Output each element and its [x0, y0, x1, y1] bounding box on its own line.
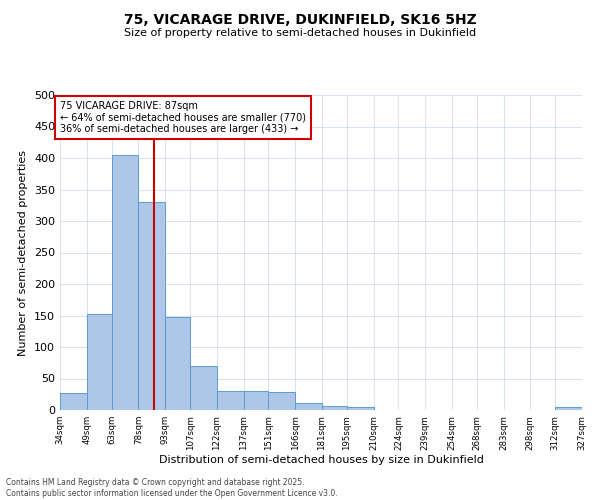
Text: 75, VICARAGE DRIVE, DUKINFIELD, SK16 5HZ: 75, VICARAGE DRIVE, DUKINFIELD, SK16 5HZ — [124, 12, 476, 26]
Bar — [87, 314, 112, 410]
Text: 75 VICARAGE DRIVE: 87sqm
← 64% of semi-detached houses are smaller (770)
36% of : 75 VICARAGE DRIVE: 87sqm ← 64% of semi-d… — [60, 102, 306, 134]
Bar — [268, 392, 295, 410]
X-axis label: Distribution of semi-detached houses by size in Dukinfield: Distribution of semi-detached houses by … — [158, 456, 484, 466]
Bar — [555, 408, 582, 410]
Text: Size of property relative to semi-detached houses in Dukinfield: Size of property relative to semi-detach… — [124, 28, 476, 38]
Bar — [139, 202, 165, 410]
Bar — [112, 156, 139, 410]
Bar — [244, 391, 268, 410]
Bar — [322, 406, 347, 410]
Bar — [347, 408, 374, 410]
Bar — [165, 317, 190, 410]
Text: Contains HM Land Registry data © Crown copyright and database right 2025.
Contai: Contains HM Land Registry data © Crown c… — [6, 478, 338, 498]
Bar — [295, 403, 322, 410]
Y-axis label: Number of semi-detached properties: Number of semi-detached properties — [19, 150, 28, 356]
Bar — [190, 366, 217, 410]
Bar — [217, 391, 244, 410]
Bar — [60, 393, 87, 410]
